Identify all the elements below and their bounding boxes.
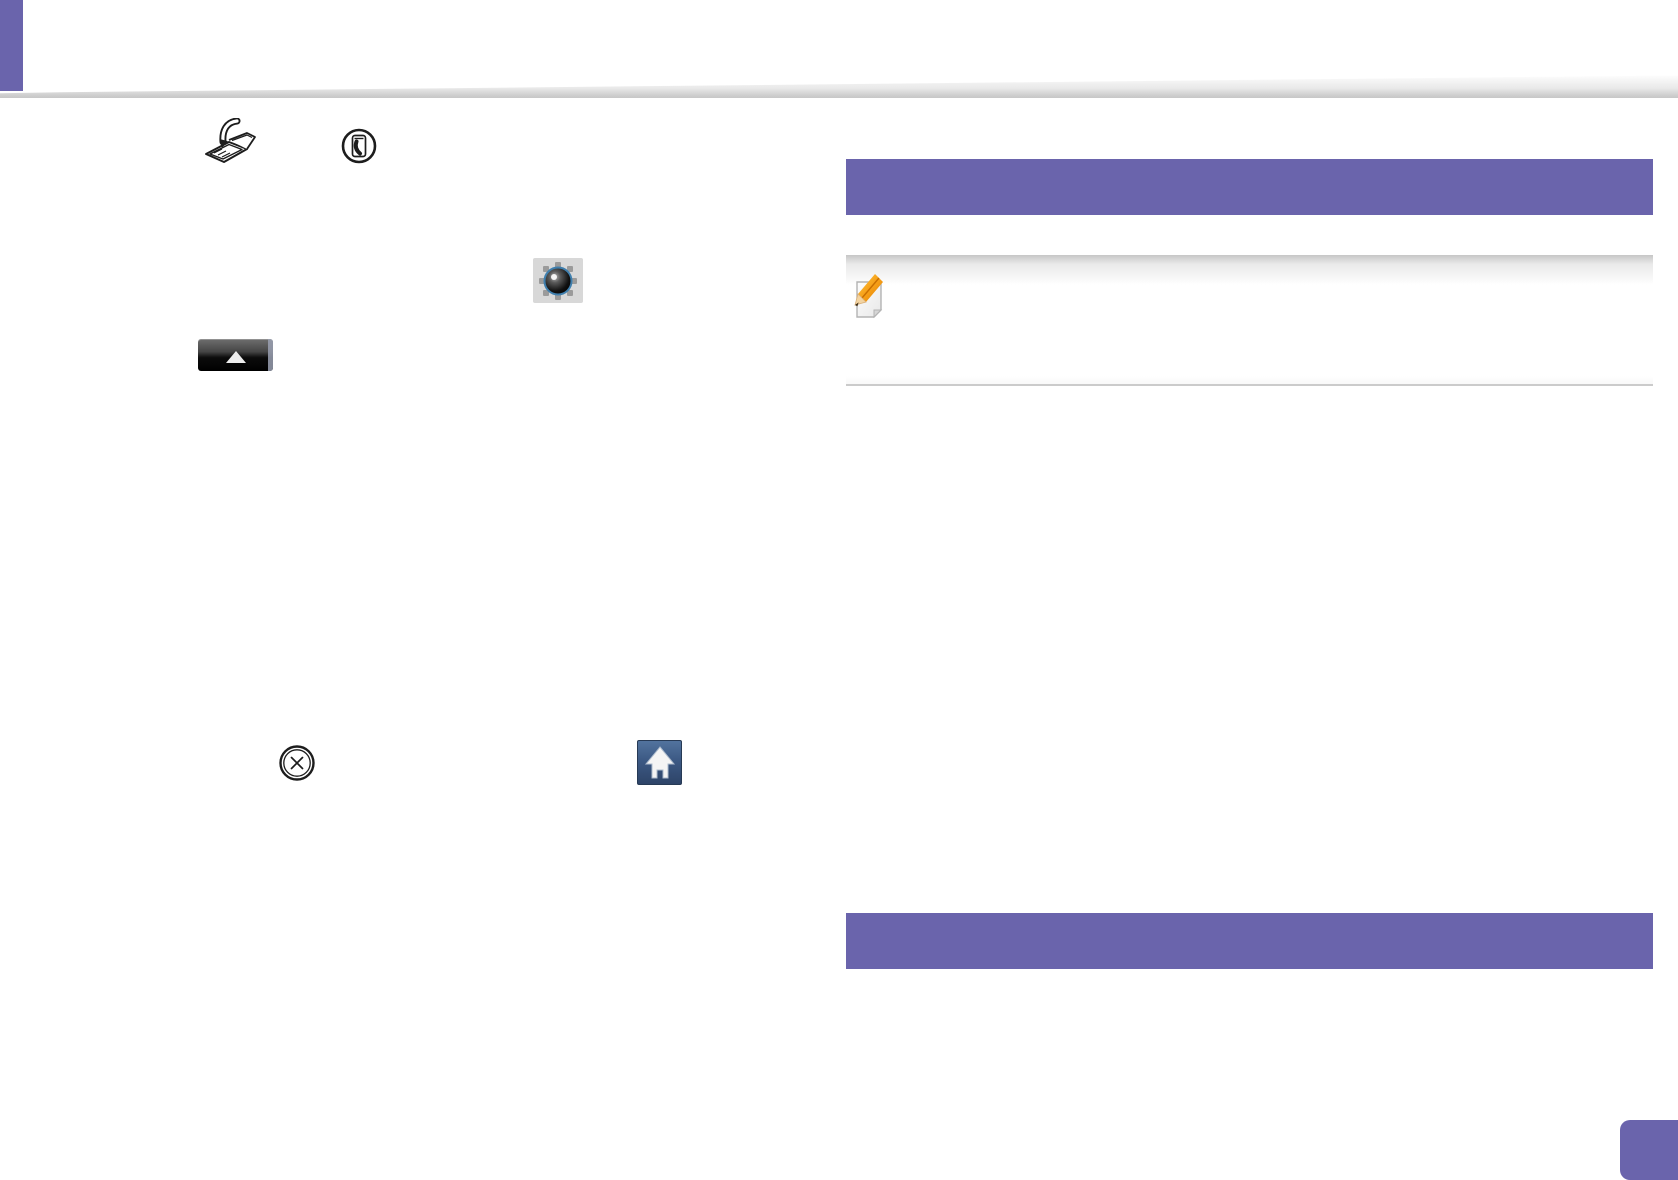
gear-icon (533, 258, 583, 303)
page-number-corner-block (1620, 1120, 1678, 1180)
note-pencil-icon (854, 273, 888, 328)
home-icon (637, 740, 682, 785)
up-triangle-glyph (225, 350, 246, 363)
note-box (846, 255, 1653, 386)
on-hook-dial-icon (340, 127, 378, 170)
stop-clear-icon (278, 744, 316, 787)
page-corner-tab (0, 0, 23, 91)
up-arrow-button (198, 339, 273, 371)
section-header-bar-bottom (846, 913, 1653, 969)
fax-handset-icon (203, 117, 257, 173)
section-header-bar-top (846, 159, 1653, 215)
page-top-divider (0, 75, 1678, 98)
button-edge-highlight (268, 339, 273, 371)
